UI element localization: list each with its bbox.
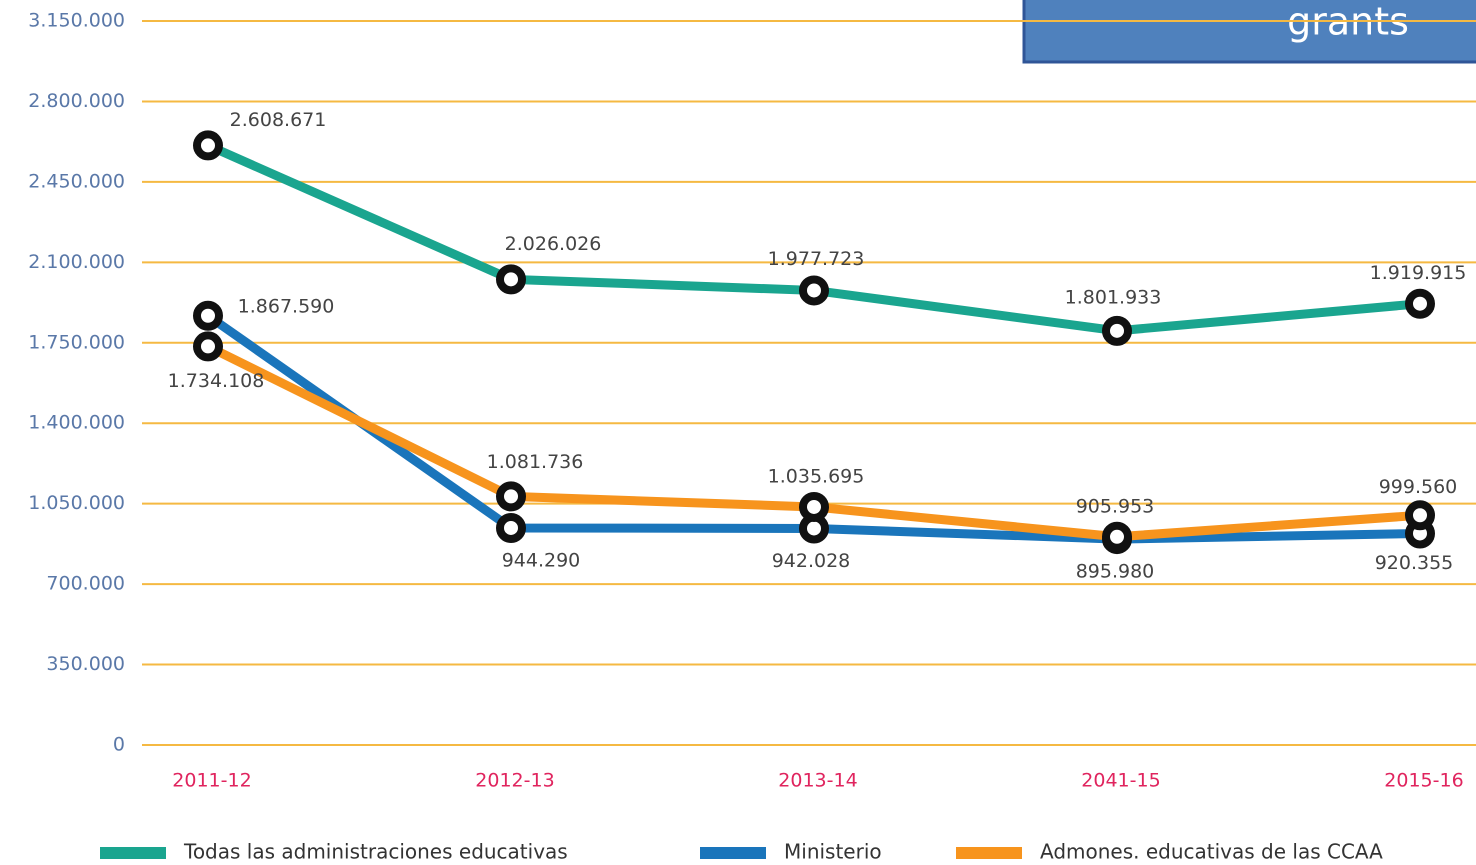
- data-label: 1.734.108: [168, 370, 265, 392]
- data-point: [193, 130, 223, 161]
- data-label: 1.977.723: [768, 248, 865, 270]
- data-label: 2.608.671: [230, 109, 327, 131]
- y-tick-label: 1.050.000: [28, 492, 125, 514]
- annotation-box: [1022, 0, 1476, 64]
- data-label: 999.560: [1379, 476, 1458, 498]
- y-tick-label: 2.800.000: [28, 90, 125, 112]
- y-tick-label: 2.450.000: [28, 170, 125, 192]
- data-point: [496, 512, 526, 543]
- data-label: 1.801.933: [1065, 286, 1162, 308]
- y-tick-label: 3.150.000: [28, 10, 125, 32]
- y-tick-label: 0: [113, 734, 125, 756]
- legend-swatch: [956, 847, 1022, 859]
- data-point: [1405, 500, 1435, 531]
- data-point: [1102, 521, 1132, 552]
- legend-swatch: [100, 847, 166, 859]
- data-label: 920.355: [1375, 552, 1454, 574]
- data-point: [799, 275, 829, 306]
- data-point: [1405, 288, 1435, 319]
- data-label: 942.028: [772, 550, 851, 572]
- legend-label: Ministerio: [784, 840, 882, 864]
- x-tick-label: 2011-12: [172, 770, 251, 792]
- data-label: 905.953: [1076, 495, 1155, 517]
- data-label: 895.980: [1076, 561, 1155, 583]
- legend-swatch: [700, 847, 766, 859]
- data-point: [496, 264, 526, 295]
- x-tick-label: 2015-16: [1384, 770, 1463, 792]
- data-label: 2.026.026: [505, 233, 602, 255]
- data-label: 1.035.695: [768, 465, 865, 487]
- y-tick-label: 350.000: [46, 653, 125, 675]
- y-tick-label: 700.000: [46, 573, 125, 595]
- legend-label: Admones. educativas de las CCAA: [1040, 840, 1383, 864]
- data-point: [193, 300, 223, 331]
- data-point: [193, 331, 223, 362]
- data-point: [799, 491, 829, 522]
- data-label: 944.290: [502, 549, 581, 571]
- legend-label: Todas las administraciones educativas: [183, 840, 568, 864]
- data-point: [1102, 315, 1132, 346]
- y-tick-label: 1.750.000: [28, 331, 125, 353]
- data-label: 1.919.915: [1370, 262, 1467, 284]
- data-label: 1.867.590: [238, 295, 335, 317]
- x-tick-label: 2012-13: [475, 770, 554, 792]
- data-point: [496, 481, 526, 512]
- y-tick-label: 2.100.000: [28, 251, 125, 273]
- x-tick-label: 2041-15: [1081, 770, 1160, 792]
- data-label: 1.081.736: [487, 451, 584, 473]
- y-tick-label: 1.400.000: [28, 412, 125, 434]
- x-tick-label: 2013-14: [778, 770, 857, 792]
